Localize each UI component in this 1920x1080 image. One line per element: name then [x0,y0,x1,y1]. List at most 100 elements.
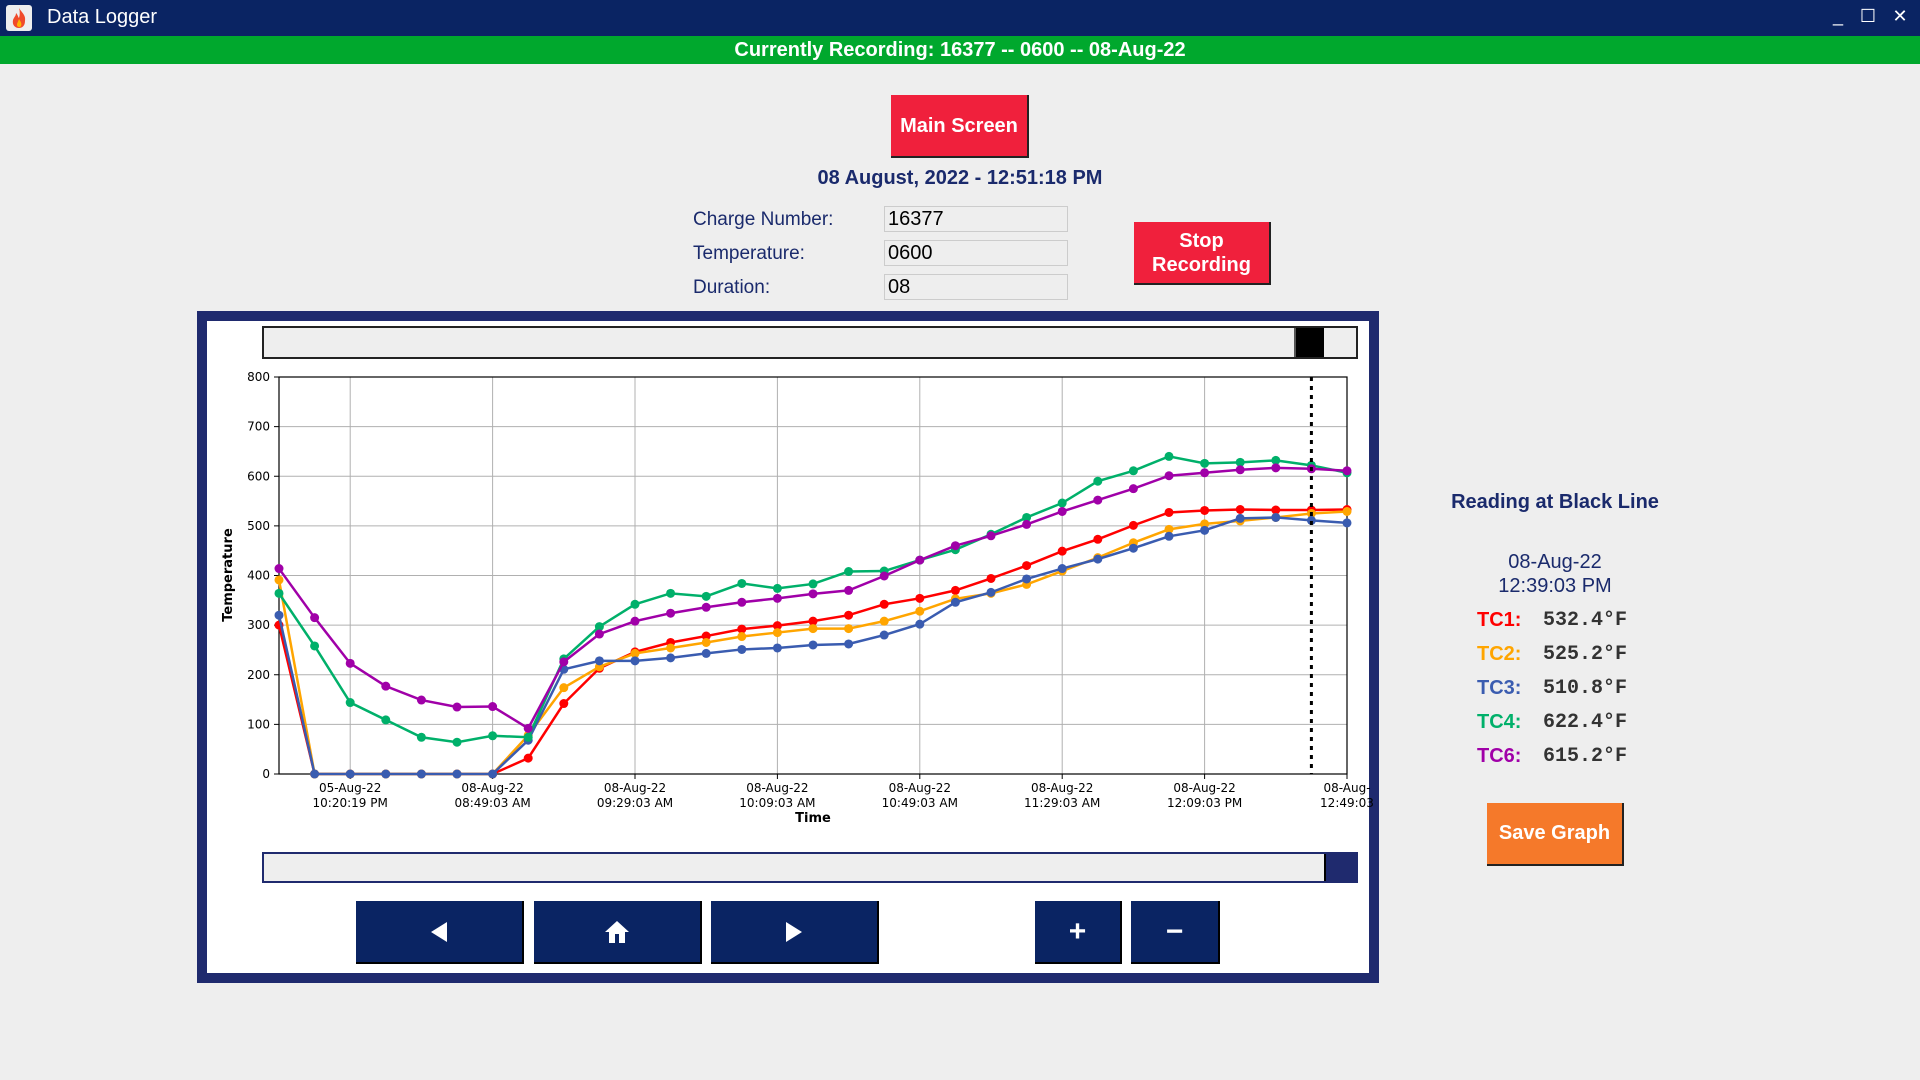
temperature-chart: 0 100 200 300 400 500 600 700 800 05-Aug-2210:20:… [221,370,1374,826]
reading-label: TC6: [1477,745,1522,767]
data-point [701,602,711,612]
data-point [381,769,391,779]
data-point [701,591,711,601]
data-point [1200,505,1210,515]
x-tick-label-date: 08-Aug-22 [889,781,951,795]
data-point [666,653,676,663]
pan-back-button[interactable] [356,901,524,964]
home-icon [605,920,629,943]
data-point [381,715,391,725]
data-point [274,564,284,574]
data-point [1128,543,1138,553]
data-point [523,753,533,763]
y-tick-label: 300 [247,618,270,632]
data-point [523,732,533,742]
data-point [1342,518,1352,528]
x-tick-label-time: 10:49:03 AM [882,796,958,810]
save-graph-button[interactable]: Save Graph [1487,803,1624,866]
data-point [844,639,854,649]
data-point [1093,495,1103,505]
reading-value: 525.2°F [1543,643,1628,666]
data-point [701,631,711,641]
data-point [844,624,854,634]
maximize-button[interactable]: ☐ [1859,6,1877,26]
data-point [879,630,889,640]
data-point [772,621,782,631]
data-point [345,769,355,779]
duration-label: Duration: [693,277,771,298]
data-point [1306,515,1316,525]
data-point [879,616,889,626]
temperature-input[interactable] [884,240,1068,266]
minimize-button[interactable]: _ [1832,6,1843,26]
top-scrollbar[interactable] [262,326,1358,359]
data-point [1057,546,1067,556]
data-point [666,608,676,618]
x-tick-label-time: 12:49:03 [1320,796,1374,810]
data-point [630,648,640,658]
reading-label: TC2: [1477,643,1522,665]
top-scrollbar-thumb[interactable] [1294,328,1324,357]
x-tick-label-time: 12:09:03 PM [1167,796,1242,810]
data-point [772,628,782,638]
x-tick-label-time: 10:20:19 PM [313,796,388,810]
zoom-out-button[interactable]: − [1131,901,1220,964]
y-tick-label: 200 [247,668,270,682]
data-point [1057,506,1067,516]
zoom-in-button[interactable]: + [1035,901,1122,964]
home-button[interactable] [534,901,702,964]
data-point [1164,531,1174,541]
data-point [950,585,960,595]
duration-input[interactable] [884,274,1068,300]
data-point [1342,466,1352,476]
data-point [1057,564,1067,574]
main-screen-button[interactable]: Main Screen [891,95,1029,158]
reading-panel-title: Reading at Black Line [1451,491,1659,513]
x-tick-label-date: 08-Aug-22 [1031,781,1093,795]
data-point [808,589,818,599]
data-point [630,656,640,666]
y-tick-label: 500 [247,519,270,533]
data-point [1093,554,1103,564]
data-point [666,588,676,598]
charge-number-label: Charge Number: [693,209,834,230]
reading-label: TC4: [1477,711,1522,733]
data-point [345,698,355,708]
charge-number-input[interactable] [884,206,1068,232]
data-point [416,732,426,742]
data-point [1200,458,1210,468]
data-point [986,587,996,597]
x-tick-label-time: 08:49:03 AM [454,796,530,810]
data-point [879,599,889,609]
reading-time: 12:39:03 PM [1498,575,1612,597]
y-tick-label: 0 [262,767,270,781]
temperature-label: Temperature: [693,243,805,264]
data-point [808,624,818,634]
data-point [772,643,782,653]
bottom-scrollbar-thumb[interactable] [1324,854,1356,881]
data-point [488,731,498,741]
data-point [559,699,569,709]
data-point [1022,512,1032,522]
data-point [523,723,533,733]
data-point [416,769,426,779]
data-point [1164,507,1174,517]
data-point [737,597,747,607]
recording-banner: Currently Recording: 16377 -- 0600 -- 08… [0,36,1920,64]
pan-forward-button[interactable] [711,901,879,964]
data-point [1271,463,1281,473]
data-point [274,588,284,598]
data-point [1164,451,1174,461]
reading-value: 622.4°F [1543,711,1628,734]
close-button[interactable]: ✕ [1892,6,1908,26]
data-point [1022,574,1032,584]
stop-recording-button[interactable]: Stop Recording [1134,222,1271,285]
data-point [594,622,604,632]
x-axis-label: Time [795,811,831,826]
data-point [1057,498,1067,508]
data-point [808,579,818,589]
data-point [808,640,818,650]
data-point [1235,504,1245,514]
data-point [737,578,747,588]
bottom-scrollbar[interactable] [262,852,1358,883]
